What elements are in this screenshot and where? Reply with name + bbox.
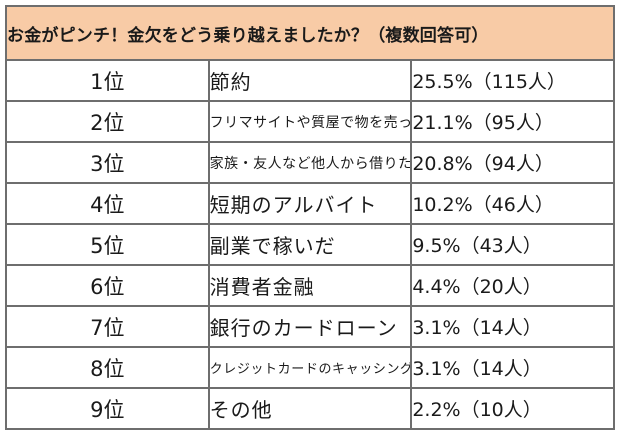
rank-cell: 9位 xyxy=(5,387,210,430)
rank-cell: 3位 xyxy=(5,141,210,184)
value-cell: 4.4%（20人） xyxy=(410,264,615,307)
count-value: （14人） xyxy=(460,317,542,339)
percent-value: 2.2% xyxy=(412,399,461,421)
table-row: 7位 銀行のカードローン 3.1%（14人） xyxy=(5,305,615,348)
value-cell: 3.1%（14人） xyxy=(410,346,615,389)
table-title: お金がピンチ！金欠をどう乗り越えましたか？（複数回答可） xyxy=(5,5,615,61)
table-row: 2位 フリマサイトや質屋で物を売った 21.1%（95人） xyxy=(5,100,615,143)
table-row: 9位 その他 2.2%（10人） xyxy=(5,387,615,430)
label-cell: 副業で稼いだ xyxy=(207,223,413,266)
label-cell: 消費者金融 xyxy=(207,264,413,307)
value-cell: 2.2%（10人） xyxy=(410,387,615,430)
value-cell: 20.8%（94人） xyxy=(410,141,615,184)
count-value: （94人） xyxy=(472,153,554,175)
rank-cell: 8位 xyxy=(5,346,210,389)
title-row: お金がピンチ！金欠をどう乗り越えましたか？（複数回答可） xyxy=(5,5,615,61)
value-cell: 9.5%（43人） xyxy=(410,223,615,266)
table-row: 4位 短期のアルバイト 10.2%（46人） xyxy=(5,182,615,225)
percent-value: 4.4% xyxy=(412,276,461,298)
percent-value: 20.8% xyxy=(412,153,473,175)
count-value: （10人） xyxy=(460,399,542,421)
count-value: （43人） xyxy=(460,235,542,257)
label-cell: その他 xyxy=(207,387,413,430)
percent-value: 10.2% xyxy=(412,194,473,216)
label-cell: フリマサイトや質屋で物を売った xyxy=(207,100,413,143)
value-cell: 25.5%（115人） xyxy=(410,59,615,102)
label-cell: 家族・友人など他人から借りた xyxy=(207,141,413,184)
label-cell: 短期のアルバイト xyxy=(207,182,413,225)
count-value: （95人） xyxy=(472,112,554,134)
rank-cell: 6位 xyxy=(5,264,210,307)
table-row: 3位 家族・友人など他人から借りた 20.8%（94人） xyxy=(5,141,615,184)
percent-value: 3.1% xyxy=(412,358,461,380)
value-cell: 10.2%（46人） xyxy=(410,182,615,225)
count-value: （115人） xyxy=(472,71,566,93)
label-cell: 節約 xyxy=(207,59,413,102)
rank-cell: 2位 xyxy=(5,100,210,143)
percent-value: 9.5% xyxy=(412,235,461,257)
label-cell: 銀行のカードローン xyxy=(207,305,413,348)
count-value: （14人） xyxy=(460,358,542,380)
table-row: 8位 クレジットカードのキャッシング枠 3.1%（14人） xyxy=(5,346,615,389)
value-cell: 21.1%（95人） xyxy=(410,100,615,143)
rank-cell: 4位 xyxy=(5,182,210,225)
rank-cell: 7位 xyxy=(5,305,210,348)
count-value: （20人） xyxy=(460,276,542,298)
rank-cell: 1位 xyxy=(5,59,210,102)
ranking-table: お金がピンチ！金欠をどう乗り越えましたか？（複数回答可） 1位 節約 25.5%… xyxy=(5,5,615,430)
percent-value: 21.1% xyxy=(412,112,473,134)
value-cell: 3.1%（14人） xyxy=(410,305,615,348)
table-row: 1位 節約 25.5%（115人） xyxy=(5,59,615,102)
table-row: 5位 副業で稼いだ 9.5%（43人） xyxy=(5,223,615,266)
count-value: （46人） xyxy=(472,194,554,216)
table-row: 6位 消費者金融 4.4%（20人） xyxy=(5,264,615,307)
rank-cell: 5位 xyxy=(5,223,210,266)
percent-value: 3.1% xyxy=(412,317,461,339)
percent-value: 25.5% xyxy=(412,71,473,93)
label-cell: クレジットカードのキャッシング枠 xyxy=(207,346,413,389)
